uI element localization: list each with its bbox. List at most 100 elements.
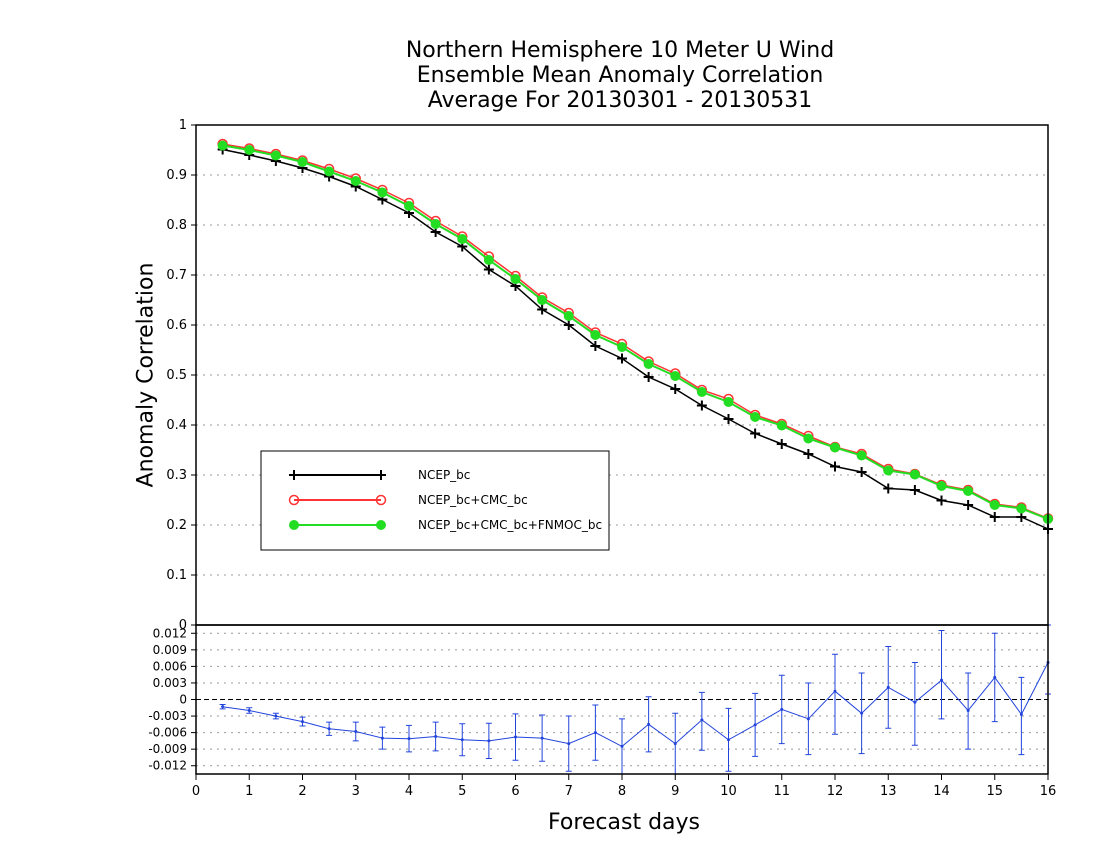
error-bar	[938, 630, 945, 720]
data-point	[324, 166, 335, 177]
data-point	[297, 157, 308, 167]
data-point	[830, 461, 840, 472]
data-point	[380, 736, 384, 740]
y-tick-label: 0.3	[166, 468, 187, 483]
x-tick-label: 12	[827, 784, 844, 799]
data-point	[483, 255, 494, 265]
data-point	[483, 264, 494, 275]
data-point	[723, 397, 734, 407]
data-point	[883, 465, 894, 476]
data-point	[377, 187, 388, 198]
data-point	[833, 689, 837, 693]
data-point	[1016, 503, 1027, 514]
x-tick-label: 1	[245, 784, 253, 799]
y-tick-label: 0.009	[153, 643, 187, 657]
x-tick-label: 3	[352, 784, 360, 799]
error-bar	[911, 662, 918, 746]
data-point	[647, 722, 651, 726]
data-point	[776, 420, 787, 431]
data-point	[460, 738, 464, 742]
y-tick-label: -0.003	[148, 709, 187, 723]
data-point	[696, 387, 707, 397]
data-point	[727, 738, 730, 742]
data-point	[407, 737, 411, 741]
y-tick-label: 0	[179, 618, 187, 633]
data-point	[563, 320, 574, 330]
x-axis-label: Forecast days	[547, 810, 700, 835]
data-point	[274, 714, 278, 718]
data-point	[404, 201, 414, 211]
x-tick-label: 4	[405, 784, 413, 799]
x-tick-label: 11	[773, 784, 790, 799]
data-point	[590, 330, 601, 340]
data-point	[430, 219, 441, 229]
data-point	[643, 359, 654, 369]
data-point	[244, 145, 255, 155]
data-point	[750, 412, 761, 422]
legend-marker	[376, 520, 386, 530]
data-point	[670, 384, 681, 394]
data-point	[221, 705, 225, 709]
data-point	[643, 372, 654, 382]
data-point	[723, 414, 734, 424]
data-point	[354, 730, 358, 734]
data-point	[803, 433, 814, 444]
legend-entry: NCEP_bc+CMC_bc	[418, 493, 528, 507]
y-tick-label: 0.006	[153, 659, 187, 673]
error-bar	[832, 653, 838, 735]
y-tick-label: 0	[179, 693, 187, 707]
bottom-panel-frame	[195, 624, 1049, 775]
data-point	[936, 481, 947, 491]
x-tick-label: 7	[565, 784, 573, 799]
y-tick-label: 0.003	[153, 676, 187, 690]
difference-line	[222, 662, 1049, 747]
data-point	[803, 449, 814, 459]
y-tick-label: 0.9	[166, 168, 187, 183]
y-tick-label: 0.5	[166, 368, 187, 383]
data-point	[567, 742, 571, 746]
x-tick-label: 6	[511, 784, 519, 799]
data-point	[700, 718, 704, 722]
data-point	[270, 150, 281, 161]
data-point	[830, 442, 840, 453]
y-tick-label: 1	[179, 118, 187, 133]
data-point	[860, 711, 864, 715]
y-tick-label: 0.7	[166, 268, 187, 283]
data-point	[673, 742, 677, 746]
x-tick-label: 14	[933, 784, 950, 799]
data-point	[966, 709, 970, 713]
data-point	[856, 450, 867, 461]
error-bar	[1018, 676, 1025, 756]
data-point	[563, 311, 574, 321]
x-tick-label: 13	[880, 784, 897, 799]
legend-entry: NCEP_bc+CMC_bc+FNMOC_bc	[418, 518, 602, 532]
data-point	[696, 400, 707, 411]
data-point	[514, 735, 517, 739]
data-point	[434, 734, 438, 738]
data-point	[620, 744, 624, 748]
data-point	[327, 727, 331, 731]
legend-marker	[288, 494, 300, 506]
data-point	[776, 439, 787, 449]
x-tick-label: 5	[458, 784, 466, 799]
data-point	[350, 176, 361, 186]
data-point	[487, 739, 491, 743]
x-tick-label: 9	[671, 784, 679, 799]
data-point	[1016, 512, 1027, 522]
data-point	[806, 717, 810, 721]
legend-marker	[289, 520, 299, 530]
y-tick-label: 0.4	[166, 418, 187, 433]
y-tick-label: 0.6	[166, 318, 187, 333]
legend-marker	[375, 494, 387, 506]
data-point	[989, 500, 1000, 510]
x-tick-label: 8	[618, 784, 626, 799]
data-point	[457, 234, 468, 244]
data-point	[989, 512, 1000, 522]
y-tick-label: 0.8	[166, 218, 187, 233]
data-point	[540, 736, 544, 740]
legend-marker	[289, 470, 299, 480]
x-tick-label: 10	[720, 784, 737, 799]
data-point	[247, 709, 251, 713]
data-point	[963, 486, 974, 496]
